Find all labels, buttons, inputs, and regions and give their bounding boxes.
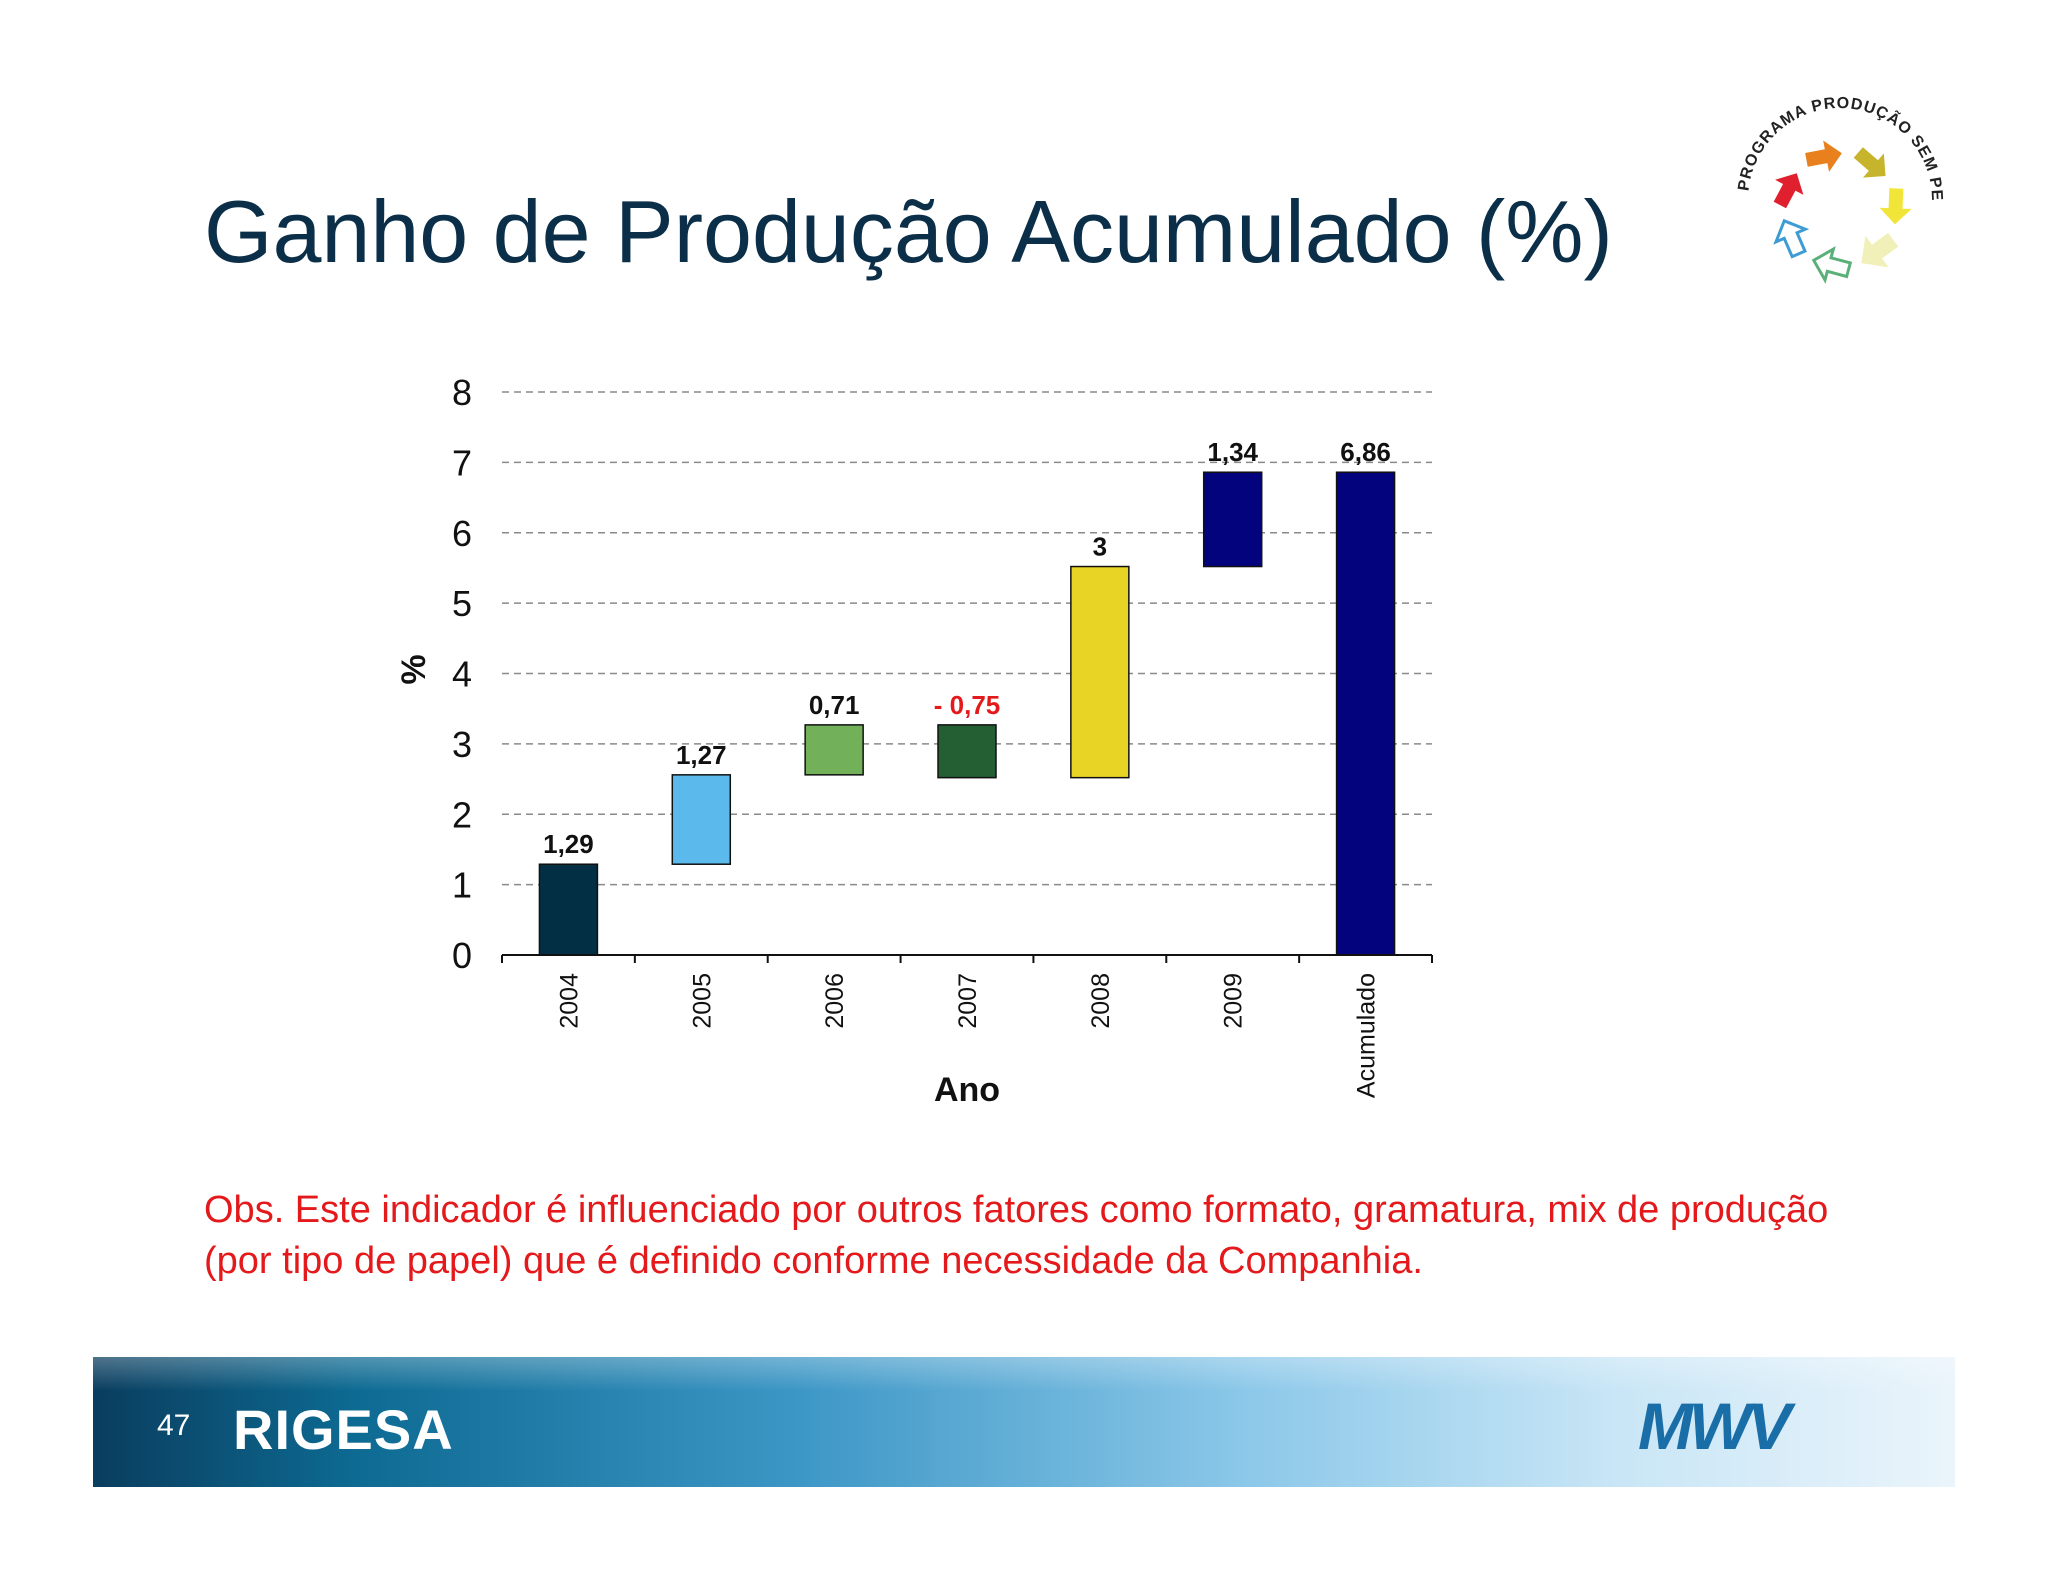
- data-label-2005: 1,27: [676, 740, 727, 770]
- chart-gridlines: [502, 391, 1432, 886]
- x-tick-label: Acumulado: [1353, 973, 1381, 1098]
- chart-bars: [538, 471, 1396, 956]
- y-tick-label: 7: [452, 442, 472, 483]
- bar-2009: [1202, 471, 1263, 568]
- page-number: 47: [157, 1409, 191, 1442]
- logo-arrow-icon: [1773, 218, 1810, 259]
- data-label-2009: 1,34: [1207, 437, 1258, 467]
- data-label-2008: 3: [1093, 532, 1107, 562]
- y-tick-label: 0: [452, 935, 472, 976]
- y-tick-label: 6: [452, 513, 472, 554]
- rigesa-logo: RIGESA: [233, 1398, 454, 1461]
- y-axis-tick-labels: 0 1 2 3 4 5 6 7 8: [452, 372, 472, 976]
- x-axis-label: Ano: [934, 1071, 1000, 1109]
- observation-note: Obs. Este indicador é influenciado por o…: [204, 1189, 1829, 1282]
- chart-data-labels: 1,29 1,27 0,71 - 0,75 3 1,34 6,86: [543, 437, 1391, 859]
- data-label-2006: 0,71: [809, 690, 860, 720]
- y-tick-label: 8: [452, 372, 472, 413]
- logo-arrow-icon: [1773, 173, 1804, 209]
- footer-shine: [93, 1357, 1955, 1391]
- y-tick-label: 1: [452, 865, 472, 906]
- waterfall-chart: 0 1 2 3 4 5 6 7 8 1,29 1,27 0,71 - 0,75 3 1,34 6,86 20…: [395, 372, 1433, 1109]
- x-tick-label: 2007: [954, 973, 982, 1029]
- y-axis-label: %: [395, 654, 433, 684]
- y-tick-label: 3: [452, 724, 472, 765]
- data-label-2007: - 0,75: [934, 690, 1001, 720]
- bar-2005: [671, 774, 732, 865]
- mwv-logo: MWV: [1638, 1399, 1800, 1455]
- logo-arrow-icon: [1879, 188, 1912, 225]
- x-axis-tick-labels: 2004 2005 2006 2007 2008 2009 Acumulado: [555, 973, 1380, 1098]
- logo-arrows: [1773, 140, 1912, 284]
- x-tick-label: 2005: [688, 973, 716, 1029]
- x-tick-label: 2004: [555, 973, 583, 1029]
- y-tick-label: 5: [452, 583, 472, 624]
- data-label-Acumulado: 6,86: [1340, 437, 1391, 467]
- bar-2008: [1070, 565, 1130, 779]
- x-tick-label: 2009: [1220, 973, 1248, 1029]
- logo-arrow-icon: [1805, 140, 1842, 172]
- logo-arrow-icon: [1853, 147, 1886, 178]
- x-axis: [501, 954, 1433, 963]
- logo-arrow-icon: [1861, 232, 1899, 268]
- x-tick-label: 2008: [1087, 973, 1115, 1029]
- data-label-2004: 1,29: [543, 829, 594, 859]
- y-tick-label: 4: [452, 654, 472, 695]
- slide-title: Ganho de Produção Acumulado (%): [204, 182, 1613, 281]
- x-tick-label: 2006: [821, 973, 849, 1029]
- footer-bar: 47 RIGESA MWV: [93, 1357, 1955, 1487]
- logo-arrow-icon: [1811, 245, 1853, 284]
- bar-2004: [538, 863, 599, 956]
- bar-2006: [804, 724, 864, 776]
- mwv-logo-text: MWV: [1638, 1399, 1796, 1455]
- bar-2007: [937, 724, 997, 779]
- bar-Acumulado: [1335, 471, 1396, 956]
- program-logo: PROGRAMA PRODUÇÃO SEM PERDAS: [1720, 90, 1944, 284]
- y-tick-label: 2: [452, 794, 472, 835]
